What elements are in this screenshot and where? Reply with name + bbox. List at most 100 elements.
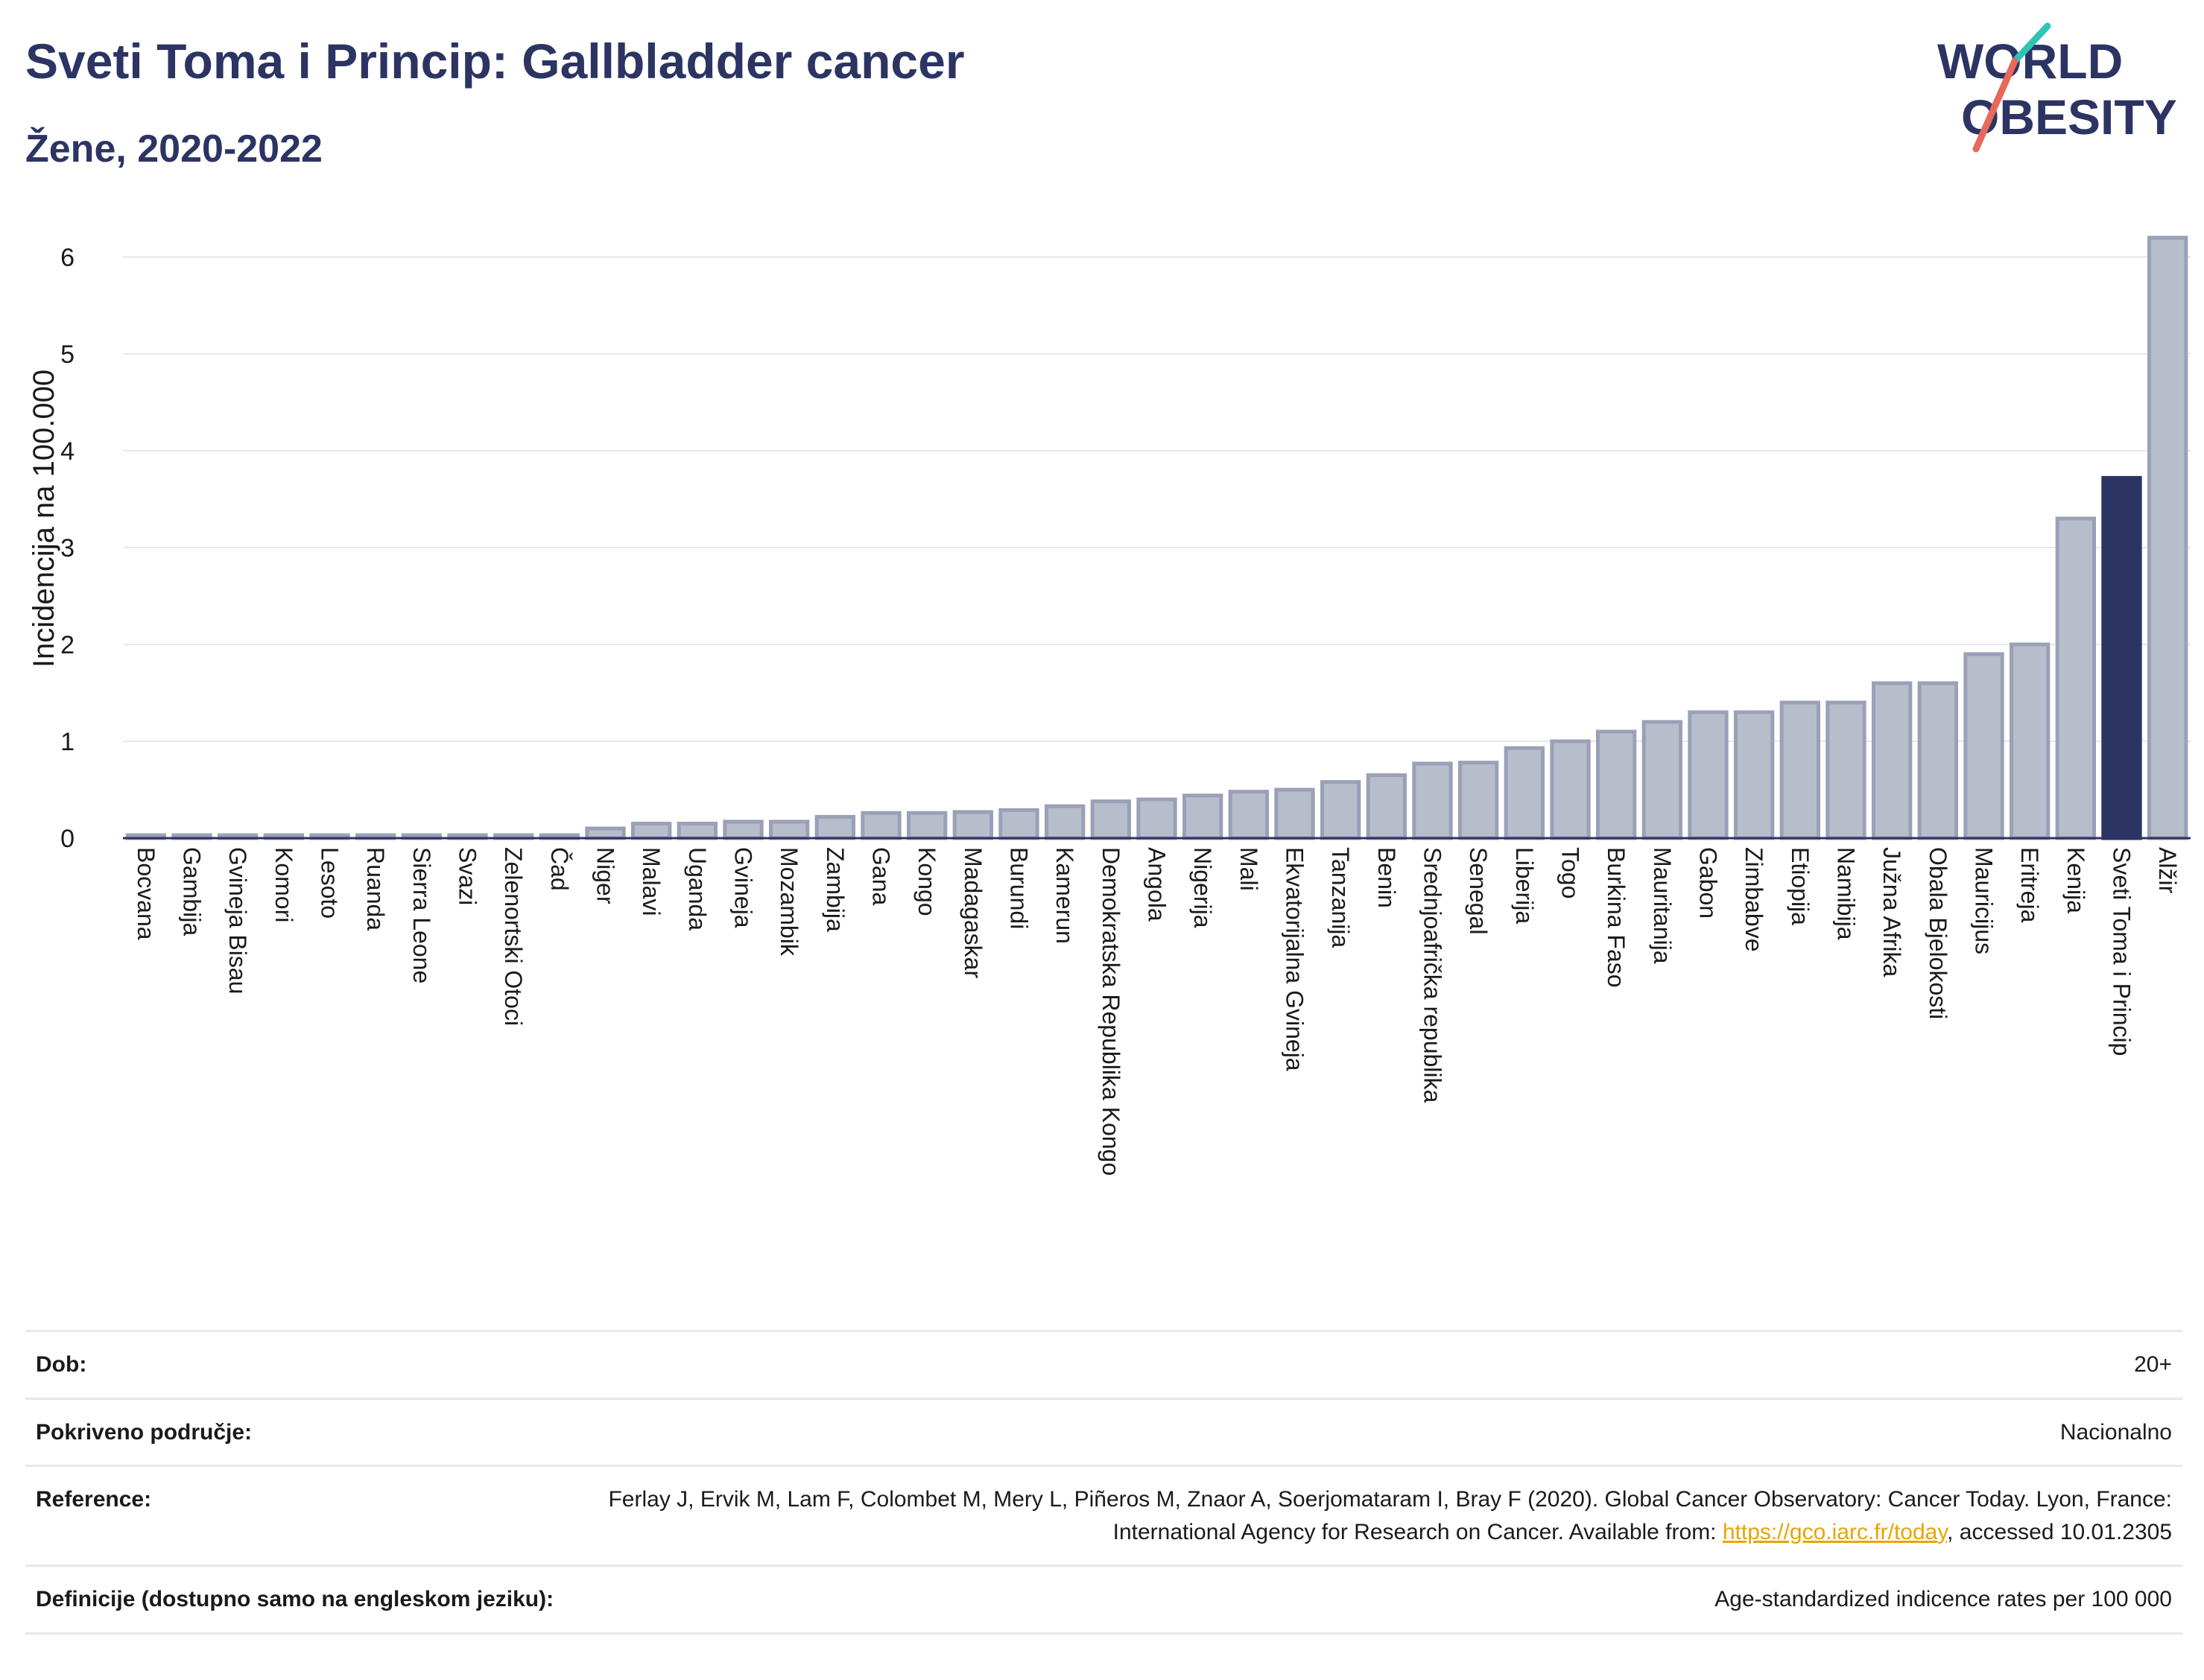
info-label: Definicije (dostupno samo na engleskom j…	[36, 1587, 554, 1611]
x-tick-label: Zelenortski Otoci	[500, 847, 527, 1026]
page-title: Sveti Toma i Princip: Gallbladder cancer	[25, 34, 965, 89]
x-tick-label: Nigerija	[1189, 847, 1216, 928]
bar	[1504, 746, 1545, 840]
reference-text: Ferlay J, Ervik M, Lam F, Colombet M, Me…	[608, 1487, 2172, 1544]
x-tick-label: Uganda	[684, 847, 711, 931]
x-tick-label: Mauritanija	[1649, 847, 1676, 964]
page-subtitle: Žene, 2020-2022	[25, 127, 323, 171]
x-tick-label: Benin	[1373, 847, 1400, 908]
info-row-age: Dob: 20+	[25, 1330, 2182, 1398]
y-tick-label: 0	[60, 825, 75, 853]
bar	[952, 810, 993, 840]
x-tick-label: Zambija	[822, 847, 849, 932]
y-tick-label: 2	[60, 631, 75, 659]
x-tick-label: Kenija	[2062, 847, 2089, 913]
bar	[2055, 516, 2097, 840]
y-tick-label: 5	[60, 340, 75, 369]
x-tick-label: Kongo	[913, 847, 940, 916]
bar	[907, 811, 948, 840]
bar	[585, 826, 626, 840]
x-tick-label: Bocvana	[133, 847, 159, 940]
info-row-reference: Reference: Ferlay J, Ervik M, Lam F, Col…	[25, 1465, 2182, 1565]
x-tick-label: Gana	[868, 847, 895, 905]
bar	[1274, 787, 1315, 840]
info-value: 20+	[2134, 1352, 2172, 1377]
x-tick-label: Burkina Faso	[1603, 847, 1630, 988]
x-tick-label: Demokratska Republika Kongo	[1098, 847, 1124, 1176]
info-label: Pokriveno područje:	[36, 1419, 253, 1445]
bar	[769, 820, 810, 840]
y-tick-label: 1	[60, 728, 75, 756]
bar	[1412, 761, 1453, 840]
bar	[1366, 773, 1407, 840]
x-tick-label: Zimbabve	[1741, 847, 1767, 952]
x-tick-label: Gabon	[1695, 847, 1722, 919]
x-tick-label: Niger	[592, 847, 619, 904]
x-tick-label: Etiopija	[1787, 847, 1814, 925]
bar	[1779, 700, 1821, 840]
bar	[1872, 681, 1913, 840]
x-tick-label: Gambija	[179, 847, 206, 936]
bar	[1045, 804, 1086, 840]
info-label: Reference:	[36, 1487, 152, 1512]
chart-bars	[125, 235, 2188, 840]
bar	[814, 814, 855, 840]
reference-accessed: , accessed 10.01.2305	[1947, 1519, 2172, 1544]
bar	[2147, 235, 2188, 840]
bar	[1963, 652, 2004, 840]
info-value: Age-standardized indicence rates per 100…	[1714, 1587, 2172, 1611]
x-tick-label: Angola	[1144, 847, 1171, 922]
x-tick-label: Kamerun	[1051, 847, 1078, 944]
reference-link[interactable]: https://gco.iarc.fr/today	[1722, 1519, 1948, 1544]
x-tick-label: Čad	[546, 847, 573, 891]
y-tick-label: 6	[60, 244, 75, 272]
bar	[723, 820, 764, 840]
bar	[1228, 790, 1269, 840]
world-obesity-logo: WORLD OBESITY	[1937, 22, 2177, 153]
bar	[1688, 710, 1729, 840]
bar	[631, 822, 672, 840]
bar	[2101, 475, 2142, 840]
x-tick-label: Mali	[1235, 847, 1262, 891]
bar	[1917, 681, 1959, 840]
info-value: Nacionalno	[2059, 1419, 2172, 1445]
info-label: Dob:	[36, 1352, 87, 1377]
chart-gridlines	[123, 256, 2191, 742]
x-tick-label: Namibija	[1833, 847, 1860, 940]
logo-accent-teal	[2011, 22, 2051, 65]
bar	[2010, 642, 2051, 840]
x-tick-label: Gvineja Bisau	[224, 847, 251, 994]
x-tick-label: Mauricijus	[1971, 847, 1998, 954]
y-axis-ticks: 0 1 2 3 4 5 6	[60, 244, 75, 853]
x-tick-label: Lesoto	[317, 847, 343, 919]
bar	[1136, 797, 1177, 840]
bar	[1182, 793, 1223, 840]
x-tick-label: Alžir	[2154, 847, 2181, 894]
info-row-definitions: Definicije (dostupno samo na engleskom j…	[25, 1565, 2182, 1635]
x-tick-label: Obala Bjelokosti	[1925, 847, 1951, 1019]
bar	[1641, 720, 1683, 840]
info-row-coverage: Pokriveno područje: Nacionalno	[25, 1397, 2182, 1465]
bar	[677, 822, 718, 840]
x-tick-label: Senegal	[1465, 847, 1492, 934]
x-tick-label: Sierra Leone	[408, 847, 435, 983]
bar	[1090, 799, 1131, 840]
x-tick-label: Tanzanija	[1327, 847, 1354, 948]
x-tick-label: Srednjoafrička republika	[1419, 847, 1446, 1103]
x-tick-label: Sveti Toma i Princip	[2109, 847, 2135, 1056]
x-tick-label: Malavi	[638, 847, 665, 916]
y-tick-label: 4	[60, 437, 75, 466]
bar	[861, 811, 902, 840]
bar	[1320, 780, 1361, 840]
bar-chart: 0 1 2 3 4 5 6 Incidencija na 100.000 Bocvana Ga…	[28, 235, 2191, 1176]
x-tick-label: Mozambik	[776, 847, 802, 957]
info-table: Dob: 20+ Pokriveno područje: Nacionalno …	[25, 1330, 2182, 1635]
x-tick-label: Madagaskar	[960, 847, 987, 978]
info-value: Ferlay J, Ervik M, Lam F, Colombet M, Me…	[607, 1483, 2172, 1548]
x-tick-label: Togo	[1557, 847, 1584, 898]
bar	[998, 808, 1039, 840]
x-axis-labels: Bocvana Gambija Gvineja Bisau Komori Lesoto R…	[133, 847, 2181, 1176]
bar	[1550, 739, 1591, 840]
bar	[1458, 761, 1499, 840]
bar	[1825, 700, 1866, 840]
